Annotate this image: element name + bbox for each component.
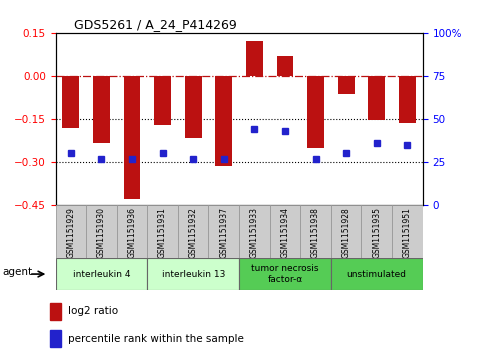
Bar [338,76,355,94]
Bar [392,205,423,258]
Bar [62,76,79,127]
Bar [331,205,361,258]
Bar [178,205,209,258]
Bar [93,76,110,143]
Text: GSM1151934: GSM1151934 [281,207,289,258]
Text: agent: agent [2,267,32,277]
Text: GSM1151936: GSM1151936 [128,207,137,258]
Bar [361,205,392,258]
Bar [307,76,324,148]
Text: GSM1151931: GSM1151931 [158,207,167,258]
Text: GSM1151929: GSM1151929 [66,207,75,258]
Bar [86,205,117,258]
Text: log2 ratio: log2 ratio [68,306,118,317]
Bar [124,76,141,199]
Bar [300,205,331,258]
Text: interleukin 4: interleukin 4 [72,270,130,278]
Text: GSM1151932: GSM1151932 [189,207,198,258]
Bar [56,205,86,258]
Text: GSM1151951: GSM1151951 [403,207,412,258]
Bar [399,76,416,123]
Text: GSM1151937: GSM1151937 [219,207,228,258]
Bar [331,258,423,290]
Text: GSM1151935: GSM1151935 [372,207,381,258]
Text: tumor necrosis
factor-α: tumor necrosis factor-α [251,264,319,284]
Bar [369,76,385,120]
Text: unstimulated: unstimulated [347,270,407,278]
Bar [215,76,232,166]
Text: percentile rank within the sample: percentile rank within the sample [68,334,244,344]
Bar [270,205,300,258]
Text: GSM1151933: GSM1151933 [250,207,259,258]
Bar [239,258,331,290]
Bar [56,258,147,290]
Bar [154,76,171,125]
Text: GSM1151930: GSM1151930 [97,207,106,258]
Bar [117,205,147,258]
Bar [147,205,178,258]
Bar [246,41,263,76]
Text: interleukin 13: interleukin 13 [161,270,225,278]
Bar [185,76,201,138]
Text: GDS5261 / A_24_P414269: GDS5261 / A_24_P414269 [74,19,237,32]
Bar [50,330,60,347]
Bar [239,205,270,258]
Bar [277,56,293,76]
Text: GSM1151928: GSM1151928 [341,207,351,258]
Text: GSM1151938: GSM1151938 [311,207,320,258]
Bar [50,303,60,320]
Bar [147,258,239,290]
Bar [209,205,239,258]
